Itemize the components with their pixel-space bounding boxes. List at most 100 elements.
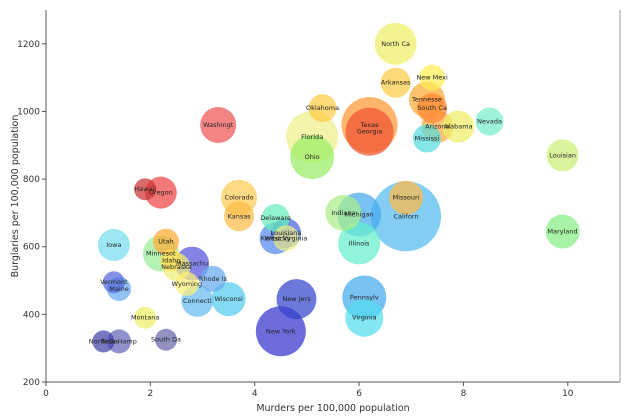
x-ticks: 0 2 4 6 8 10 xyxy=(43,382,574,399)
bubble-label: Nevada xyxy=(477,118,502,126)
y-tick-label: 400 xyxy=(23,310,40,320)
bubble-point xyxy=(155,328,178,351)
y-tick-label: 800 xyxy=(23,175,40,185)
bubble-point xyxy=(475,107,504,136)
bubble-label: Oregon xyxy=(149,189,173,197)
bubble-label: Californ xyxy=(394,212,419,220)
bubble-label: Louisiana xyxy=(271,229,302,237)
x-axis-title: Murders per 100,000 population xyxy=(256,403,409,414)
bubble-label: Oklahoma xyxy=(306,104,339,112)
x-tick-label: 10 xyxy=(562,389,574,399)
bubble-label: Connecti xyxy=(183,297,212,305)
bubble-label: Georgia xyxy=(357,128,383,136)
y-axis-title: Burglaries per 100,000 population xyxy=(10,115,21,278)
bubble-label: New York xyxy=(266,327,296,335)
bubble-label: Alabama xyxy=(444,123,473,131)
bubble-label: Wyoming xyxy=(172,280,203,288)
bubble-label: Louisian xyxy=(549,151,576,159)
bubble-label: Texas xyxy=(360,121,380,129)
bubble-label: New Jers xyxy=(282,295,311,303)
bubble-point xyxy=(419,64,446,91)
bubble-label: Wisconsi xyxy=(214,295,243,303)
bubble-label: Virginia xyxy=(352,314,377,322)
bubble-layer xyxy=(92,22,580,357)
bubble-point xyxy=(345,298,384,337)
bubble-point xyxy=(200,106,237,143)
bubble-point xyxy=(546,139,579,172)
bubble-label: Massachu xyxy=(176,260,208,268)
bubble-point xyxy=(345,107,394,156)
bubble-point xyxy=(134,178,157,201)
bubble-label: Michigan xyxy=(345,211,374,219)
x-tick-label: 6 xyxy=(356,389,362,399)
x-tick-label: 0 xyxy=(43,389,49,399)
bubble-point xyxy=(338,222,381,265)
bubble-label: Colorado xyxy=(225,194,254,202)
bubble-point xyxy=(134,306,157,329)
y-tick-label: 1200 xyxy=(17,40,40,50)
bubble-point xyxy=(442,110,475,143)
bubble-label: Tennesse xyxy=(411,96,442,104)
bubble-label: Indiana xyxy=(331,209,355,217)
bubble-label: Rhode Is xyxy=(199,275,228,283)
bubble-point xyxy=(224,201,255,232)
bubble-point xyxy=(545,214,580,249)
bubble-label: Maryland xyxy=(548,228,578,236)
bubble-label: North Da xyxy=(89,337,118,345)
bubble-point xyxy=(290,135,335,180)
bubble-point xyxy=(417,93,448,124)
bubble-label: Nebraska xyxy=(161,263,192,271)
bubble-point xyxy=(92,330,115,353)
bubble-label: New Mexi xyxy=(416,74,448,82)
bubble-point xyxy=(308,94,337,123)
bubble-label: West Virginia xyxy=(265,234,308,242)
bubble-label: New Hamp xyxy=(101,337,137,345)
bubble-label: Mississi xyxy=(415,135,440,143)
bubble-label: Iowa xyxy=(106,241,121,249)
bubble-label: Illinois xyxy=(349,239,370,247)
bubble-label: South Ca xyxy=(417,104,446,112)
bubble-label: Idaho xyxy=(162,256,180,264)
x-tick-label: 2 xyxy=(147,389,153,399)
bubble-point xyxy=(380,67,411,98)
bubble-label: Vermont xyxy=(100,278,128,286)
bubble-point xyxy=(371,181,442,252)
bubble-point xyxy=(261,203,290,232)
bubble-label: South Da xyxy=(151,336,181,344)
bubble-point xyxy=(153,228,180,255)
bubble-point xyxy=(211,282,246,317)
bubble-point xyxy=(325,194,362,231)
bubble-point xyxy=(389,180,424,215)
bubble-point xyxy=(412,124,441,153)
y-tick-label: 600 xyxy=(23,243,40,253)
bubble-label: Washingt xyxy=(203,121,234,129)
bubble-label: North Ca xyxy=(381,40,410,48)
bubble-label: Ohio xyxy=(305,153,320,161)
bubble-point xyxy=(107,329,132,354)
y-tick-label: 200 xyxy=(23,378,40,388)
plot-area xyxy=(46,10,620,382)
y-ticks: 200 400 600 800 1000 1200 xyxy=(17,40,46,388)
bubble-point xyxy=(174,271,199,296)
bubble-point xyxy=(276,279,317,320)
bubble-label: Missouri xyxy=(393,194,420,202)
bubble-point xyxy=(97,229,130,262)
bubble-label: Hawaii xyxy=(134,185,156,193)
x-tick-label: 8 xyxy=(461,389,467,399)
bubble-point xyxy=(102,271,125,294)
bubble-label: Minnesot xyxy=(146,249,176,257)
bubble-label: Delaware xyxy=(260,214,291,222)
y-tick-label: 1000 xyxy=(17,107,40,117)
bubble-point xyxy=(273,225,300,252)
bubble-label: Kentucky xyxy=(261,234,291,242)
bubble-point xyxy=(374,22,417,65)
bubble-label: Arizona xyxy=(425,123,449,131)
bubble-label: Florida xyxy=(301,133,323,141)
bubble-label: Pennsylv xyxy=(350,293,379,301)
bubble-label: Kansas xyxy=(228,212,252,220)
bubble-point xyxy=(160,249,183,272)
bubble-label: Montana xyxy=(131,314,159,322)
bubble-label: Utah xyxy=(158,238,173,246)
